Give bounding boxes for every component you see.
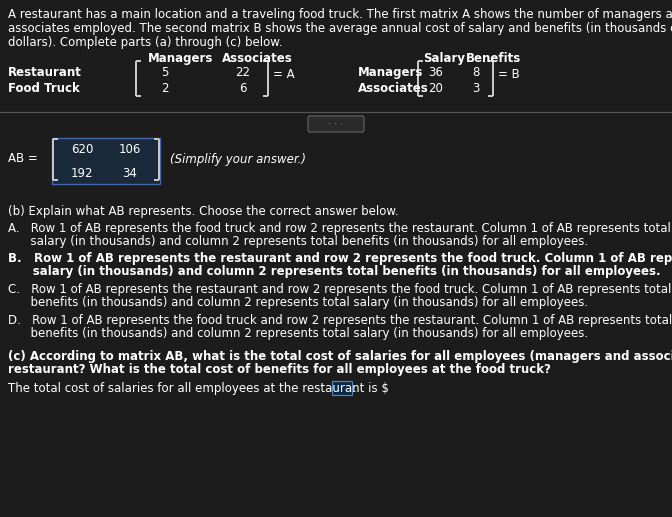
Text: The total cost of salaries for all employees at the restaurant is $: The total cost of salaries for all emplo… bbox=[8, 382, 389, 395]
Text: A.   Row 1 of AB represents the food truck and row 2 represents the restaurant. : A. Row 1 of AB represents the food truck… bbox=[8, 222, 671, 235]
Text: Managers: Managers bbox=[358, 66, 423, 79]
Text: associates employed. The second matrix B shows the average annual cost of salary: associates employed. The second matrix B… bbox=[8, 22, 672, 35]
Text: Managers: Managers bbox=[148, 52, 214, 65]
Text: 620: 620 bbox=[71, 143, 93, 156]
Text: 8: 8 bbox=[472, 66, 480, 79]
Text: Restaurant: Restaurant bbox=[8, 66, 82, 79]
Text: Associates: Associates bbox=[222, 52, 293, 65]
Text: dollars). Complete parts (a) through (c) below.: dollars). Complete parts (a) through (c)… bbox=[8, 36, 282, 49]
Text: Salary: Salary bbox=[423, 52, 465, 65]
Text: (b) Explain what AB represents. Choose the correct answer below.: (b) Explain what AB represents. Choose t… bbox=[8, 205, 398, 218]
Text: AB =: AB = bbox=[8, 153, 38, 165]
Text: 20: 20 bbox=[429, 82, 444, 95]
Text: B.   Row 1 of AB represents the restaurant and row 2 represents the food truck. : B. Row 1 of AB represents the restaurant… bbox=[8, 252, 672, 265]
Text: salary (in thousands) and column 2 represents total benefits (in thousands) for : salary (in thousands) and column 2 repre… bbox=[8, 265, 661, 278]
Text: (Simplify your answer.): (Simplify your answer.) bbox=[170, 153, 306, 165]
Text: salary (in thousands) and column 2 represents total benefits (in thousands) for : salary (in thousands) and column 2 repre… bbox=[8, 235, 588, 248]
Text: benefits (in thousands) and column 2 represents total salary (in thousands) for : benefits (in thousands) and column 2 rep… bbox=[8, 296, 588, 309]
Text: A restaurant has a main location and a traveling food truck. The first matrix A : A restaurant has a main location and a t… bbox=[8, 8, 672, 21]
Text: 6: 6 bbox=[239, 82, 247, 95]
Text: (c) According to matrix AB, what is the total cost of salaries for all employees: (c) According to matrix AB, what is the … bbox=[8, 350, 672, 363]
Text: Food Truck: Food Truck bbox=[8, 82, 80, 95]
Text: benefits (in thousands) and column 2 represents total salary (in thousands) for : benefits (in thousands) and column 2 rep… bbox=[8, 327, 588, 340]
Text: 34: 34 bbox=[122, 167, 138, 180]
Text: = A: = A bbox=[273, 68, 294, 81]
Text: 3: 3 bbox=[472, 82, 480, 95]
Text: D.   Row 1 of AB represents the food truck and row 2 represents the restaurant. : D. Row 1 of AB represents the food truck… bbox=[8, 314, 672, 327]
Bar bbox=[52, 138, 160, 184]
Text: = B: = B bbox=[498, 68, 519, 81]
Text: · · ·: · · · bbox=[329, 119, 343, 129]
Text: C.   Row 1 of AB represents the restaurant and row 2 represents the food truck. : C. Row 1 of AB represents the restaurant… bbox=[8, 283, 671, 296]
Text: 106: 106 bbox=[119, 143, 141, 156]
Text: 36: 36 bbox=[429, 66, 444, 79]
Text: Benefits: Benefits bbox=[466, 52, 521, 65]
FancyBboxPatch shape bbox=[308, 116, 364, 132]
Text: restaurant? What is the total cost of benefits for all employees at the food tru: restaurant? What is the total cost of be… bbox=[8, 363, 551, 376]
Text: 192: 192 bbox=[71, 167, 93, 180]
Text: 2: 2 bbox=[161, 82, 169, 95]
Text: 22: 22 bbox=[235, 66, 251, 79]
Text: Associates: Associates bbox=[358, 82, 429, 95]
Bar bbox=[332, 381, 352, 395]
Text: .: . bbox=[353, 382, 357, 395]
Text: 5: 5 bbox=[161, 66, 169, 79]
